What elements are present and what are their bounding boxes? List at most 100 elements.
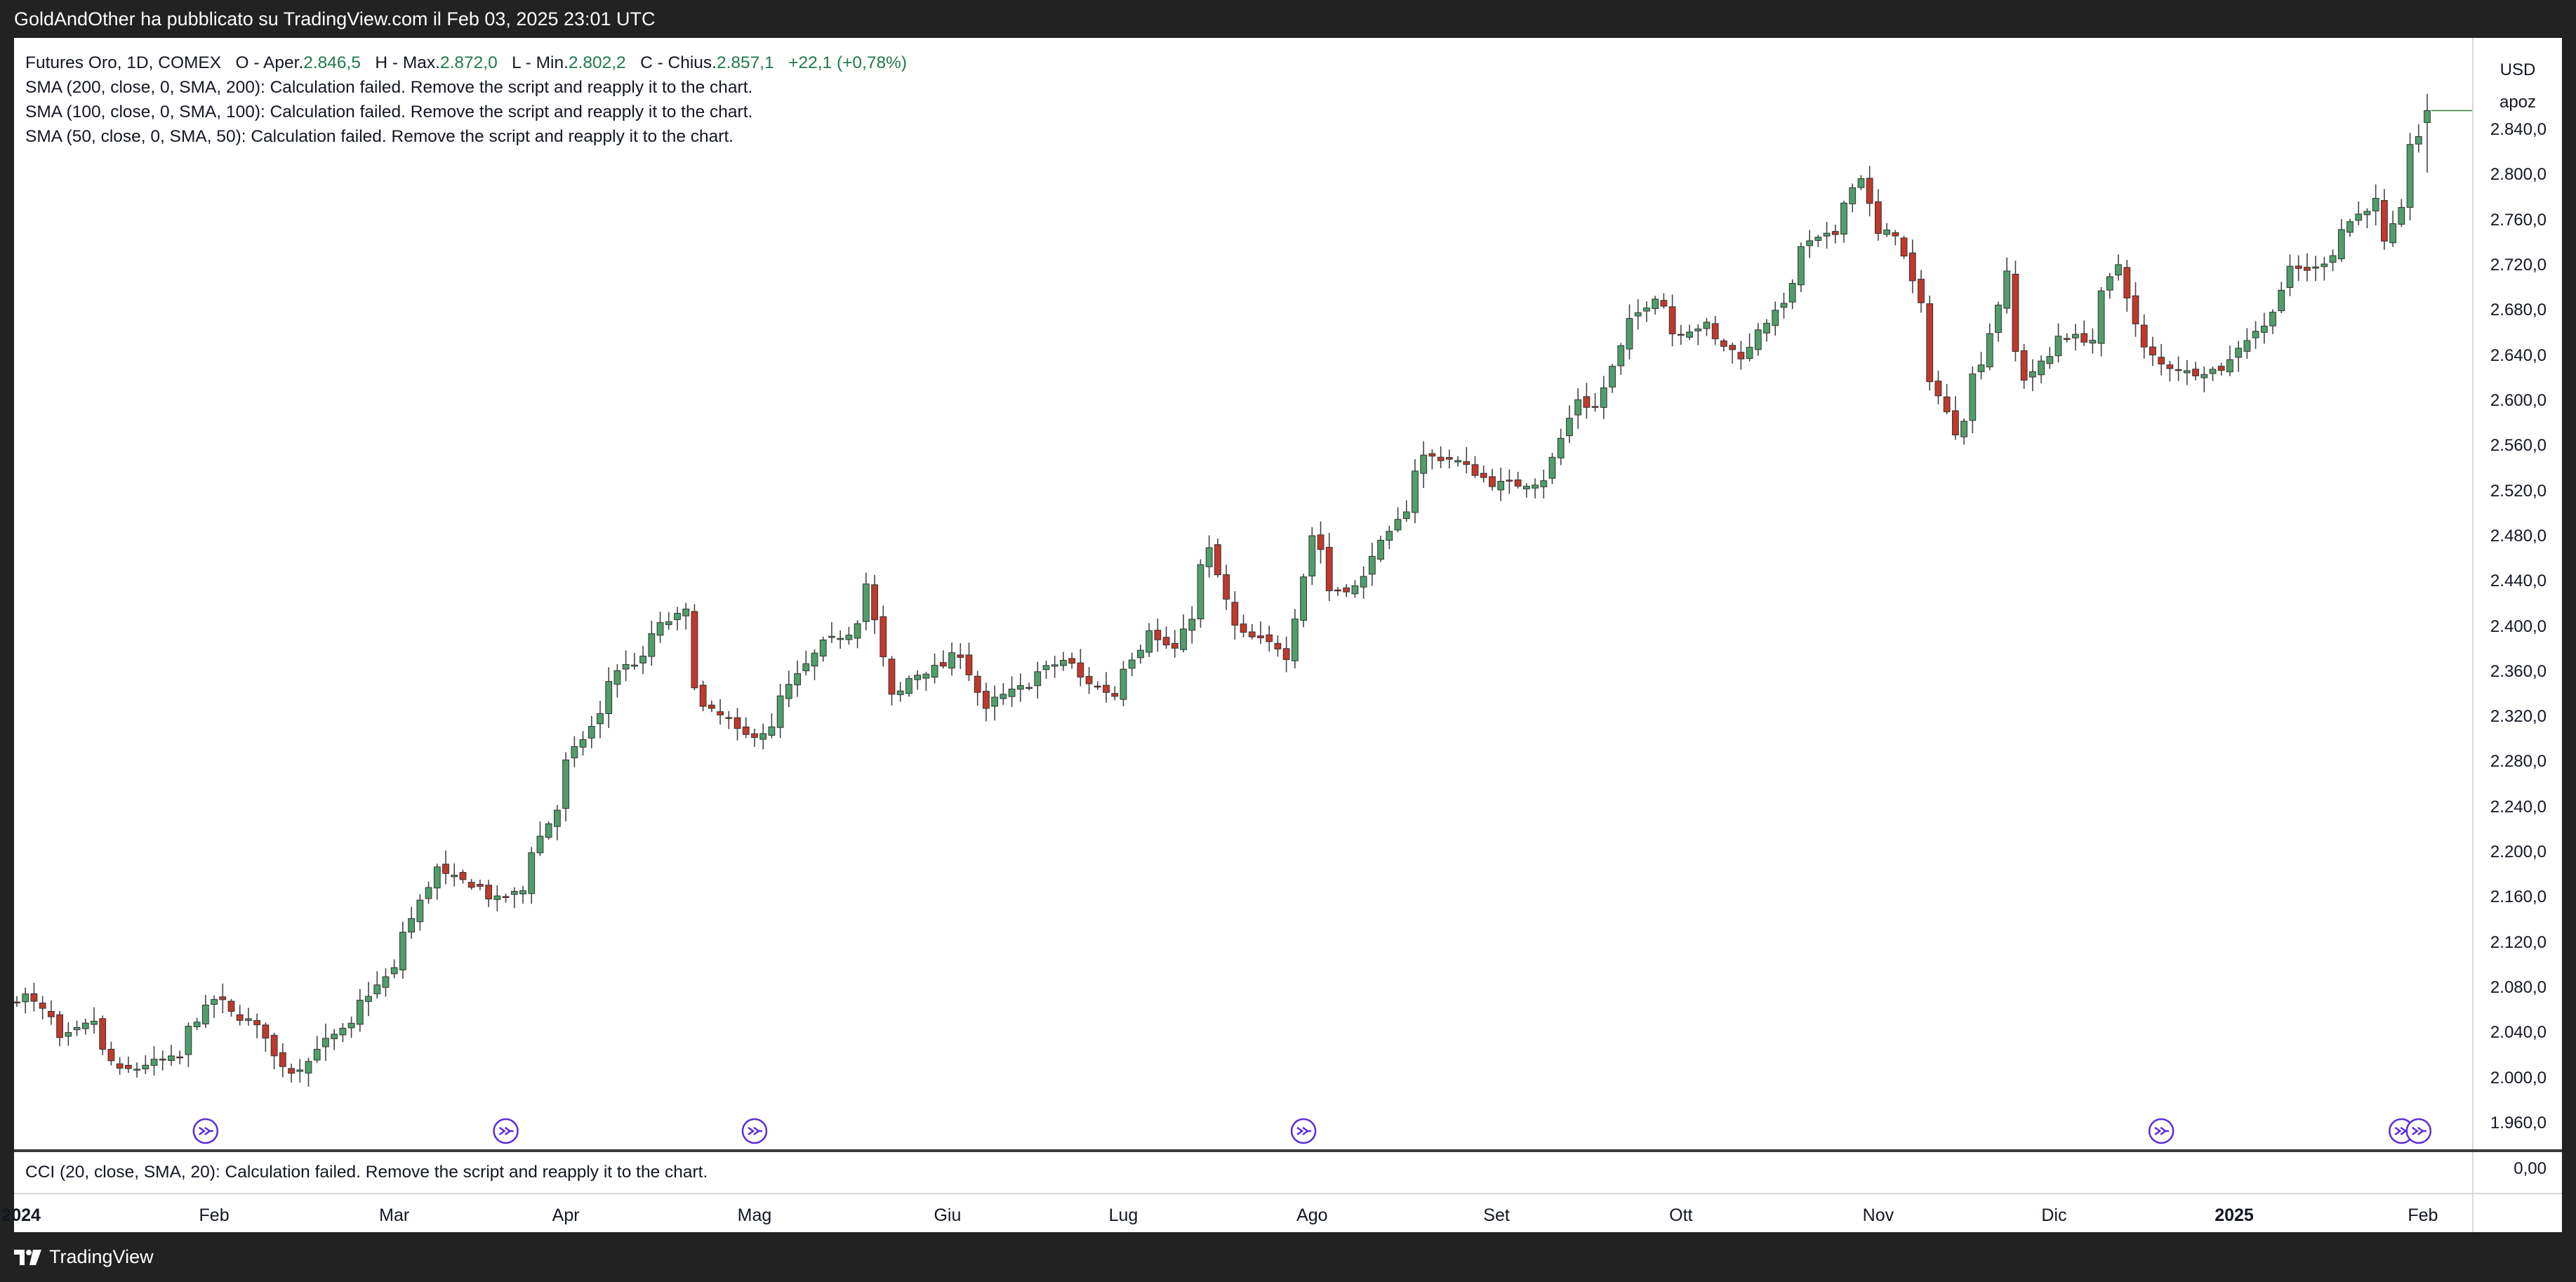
candle[interactable]: [2183, 359, 2191, 385]
candle[interactable]: [1506, 469, 1513, 494]
candle[interactable]: [185, 1022, 192, 1067]
candle[interactable]: [2080, 320, 2088, 346]
candle[interactable]: [1025, 682, 1033, 691]
candle[interactable]: [742, 717, 750, 739]
candle[interactable]: [1908, 239, 1916, 293]
candle[interactable]: [630, 652, 638, 670]
candle[interactable]: [1754, 323, 1762, 356]
candle[interactable]: [1248, 624, 1256, 640]
candle[interactable]: [708, 700, 715, 713]
candle[interactable]: [2304, 253, 2311, 282]
candle[interactable]: [1943, 383, 1951, 415]
candle[interactable]: [442, 850, 449, 885]
candle[interactable]: [2389, 211, 2397, 247]
candle[interactable]: [1016, 673, 1024, 702]
candle[interactable]: [2398, 199, 2405, 227]
candle[interactable]: [124, 1057, 132, 1073]
candle[interactable]: [313, 1036, 321, 1063]
candle[interactable]: [2269, 309, 2276, 334]
candle[interactable]: [1763, 319, 1770, 342]
candle[interactable]: [528, 847, 536, 904]
candle[interactable]: [2046, 347, 2054, 369]
price-pane[interactable]: Futures Oro, 1D, COMEX O - Aper.2.846,5 …: [14, 38, 2472, 1149]
candle[interactable]: [1480, 465, 1487, 483]
candle[interactable]: [1660, 293, 1668, 309]
candle[interactable]: [802, 650, 810, 676]
candle[interactable]: [493, 885, 501, 912]
candle[interactable]: [1146, 623, 1153, 657]
candle[interactable]: [227, 998, 235, 1017]
indicator-sma200[interactable]: SMA (200, close, 0, SMA, 200): Calculati…: [25, 78, 753, 97]
candle[interactable]: [1266, 625, 1273, 652]
candle[interactable]: [467, 878, 475, 890]
candle[interactable]: [365, 982, 372, 1017]
candle[interactable]: [39, 996, 46, 1019]
candle[interactable]: [2226, 345, 2233, 376]
candle[interactable]: [1171, 630, 1179, 658]
candle[interactable]: [150, 1046, 158, 1076]
candle[interactable]: [1857, 175, 1865, 190]
candle[interactable]: [1583, 383, 1591, 419]
candle[interactable]: [579, 731, 587, 756]
event-marker-icon[interactable]: [2405, 1118, 2432, 1144]
candle[interactable]: [477, 879, 484, 891]
candle[interactable]: [2217, 362, 2225, 376]
candle[interactable]: [991, 685, 999, 721]
candle[interactable]: [116, 1057, 124, 1075]
candle[interactable]: [2363, 208, 2371, 228]
candle[interactable]: [914, 670, 922, 690]
candle[interactable]: [1120, 661, 1127, 707]
candle[interactable]: [888, 656, 896, 706]
candle[interactable]: [648, 620, 656, 666]
candle[interactable]: [1831, 224, 1839, 244]
candle[interactable]: [699, 680, 707, 712]
event-marker-icon[interactable]: [493, 1118, 519, 1144]
candle[interactable]: [571, 736, 578, 767]
candle[interactable]: [1995, 301, 2002, 342]
candle[interactable]: [1214, 538, 1221, 578]
candle[interactable]: [639, 646, 647, 675]
candle[interactable]: [1617, 343, 1625, 375]
candle[interactable]: [425, 881, 432, 904]
candle[interactable]: [2063, 333, 2071, 343]
candle[interactable]: [2140, 314, 2148, 359]
candle[interactable]: [296, 1059, 304, 1083]
candle[interactable]: [133, 1062, 140, 1078]
candle[interactable]: [545, 821, 552, 840]
candle[interactable]: [1489, 468, 1496, 491]
candle[interactable]: [905, 675, 912, 697]
candle[interactable]: [1034, 661, 1042, 699]
candle[interactable]: [785, 670, 792, 708]
candle[interactable]: [1892, 230, 1899, 246]
candle[interactable]: [1522, 483, 1530, 498]
candle[interactable]: [1077, 649, 1084, 687]
candle[interactable]: [1668, 294, 1676, 347]
candle[interactable]: [1428, 449, 1436, 470]
candle[interactable]: [768, 713, 776, 739]
candle[interactable]: [211, 995, 218, 1019]
candle[interactable]: [733, 708, 741, 741]
candle[interactable]: [1874, 189, 1882, 241]
candle[interactable]: [1557, 428, 1565, 465]
candle[interactable]: [1609, 364, 1616, 393]
candle[interactable]: [91, 1007, 98, 1034]
candle[interactable]: [1231, 591, 1239, 640]
candle[interactable]: [1402, 500, 1410, 522]
candle[interactable]: [1060, 652, 1067, 671]
candle[interactable]: [1918, 270, 1925, 313]
candle[interactable]: [717, 699, 724, 725]
scale-mode-label[interactable]: apoz: [2499, 93, 2537, 112]
candle[interactable]: [2337, 219, 2345, 263]
candle[interactable]: [65, 1022, 72, 1046]
candle[interactable]: [2166, 360, 2174, 382]
candle[interactable]: [2235, 341, 2243, 372]
candle[interactable]: [2252, 321, 2259, 349]
candle[interactable]: [1711, 315, 1719, 345]
candle[interactable]: [2097, 286, 2105, 357]
candle[interactable]: [605, 667, 613, 729]
symbol-label[interactable]: Futures Oro, 1D, COMEX: [25, 53, 222, 72]
candle[interactable]: [236, 1005, 244, 1026]
candle[interactable]: [1094, 681, 1101, 690]
candle[interactable]: [622, 650, 630, 682]
candle[interactable]: [1471, 456, 1479, 478]
